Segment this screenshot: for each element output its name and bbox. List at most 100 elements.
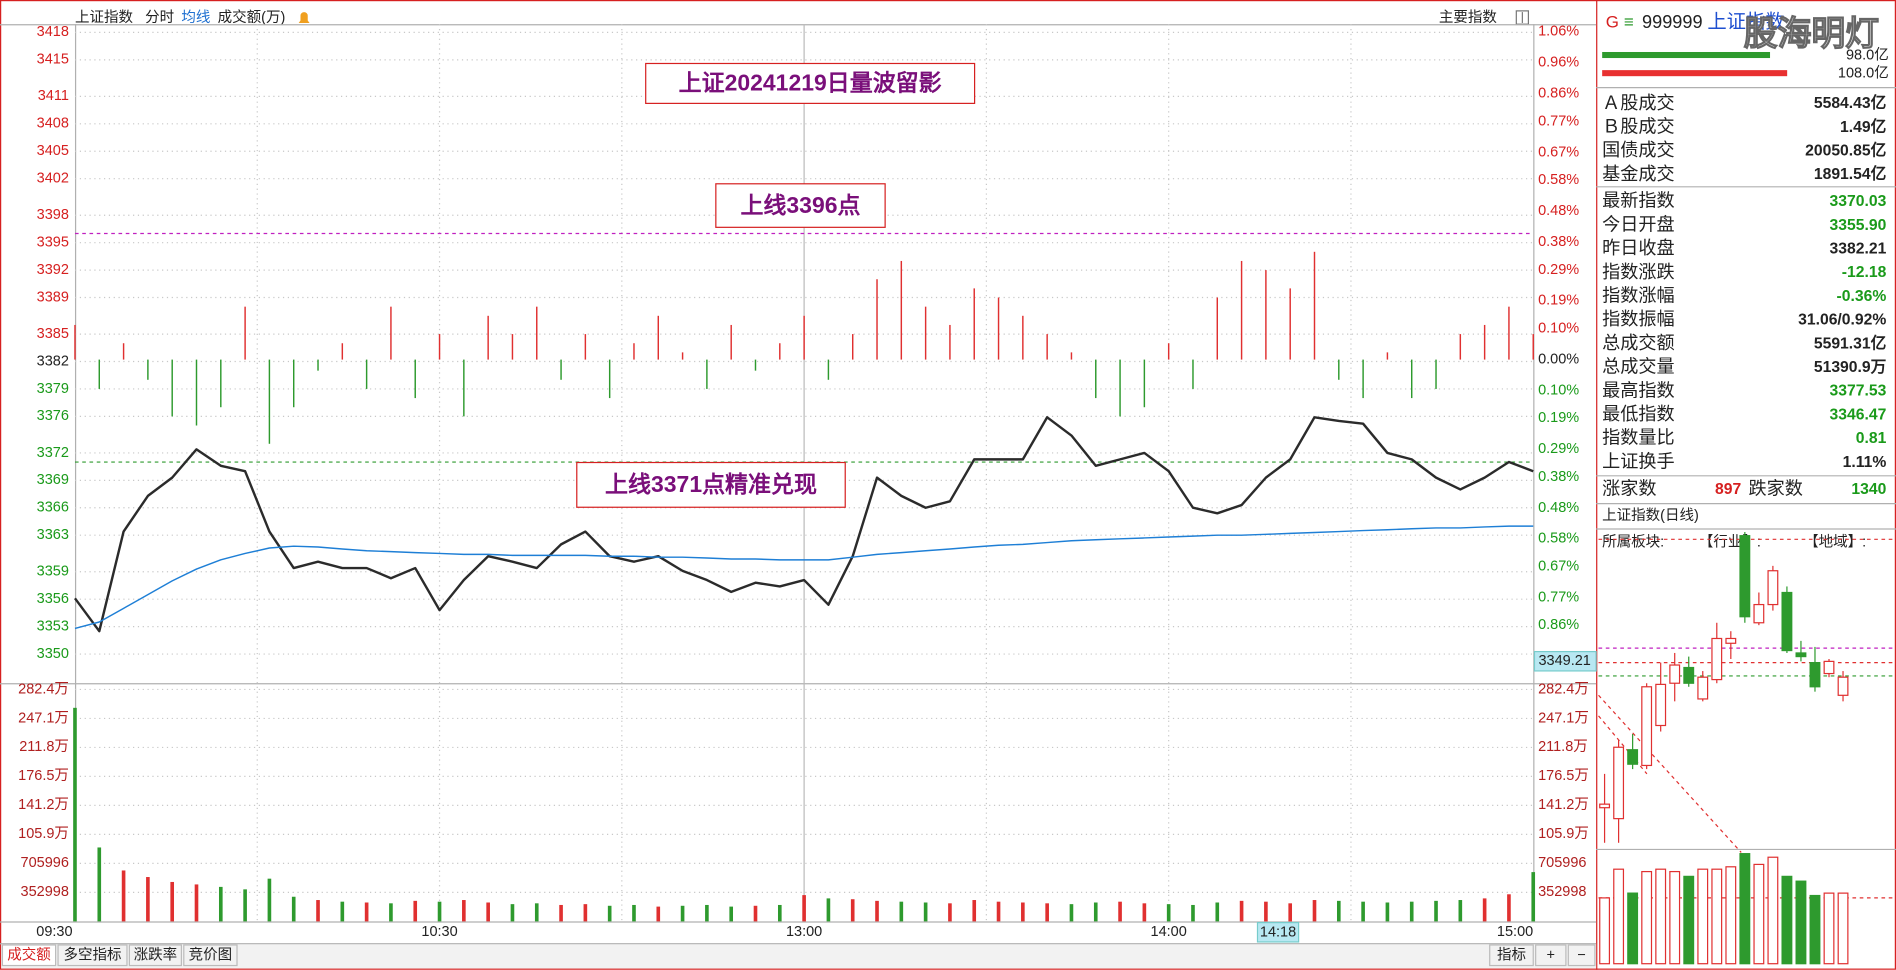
row-value: 3377.53 <box>1830 383 1887 400</box>
mini-volume-bar <box>1697 868 1709 965</box>
y-tick-label: 3411 <box>38 88 69 104</box>
mini-volume-bar <box>1795 880 1807 965</box>
mini-volume-bar <box>1725 866 1737 965</box>
cursor-y-box <box>1533 650 1597 672</box>
y2-tick-label: 0.38% <box>1538 234 1579 250</box>
footer-button[interactable] <box>1567 944 1596 967</box>
x-tick-label: 09:30 <box>36 924 72 940</box>
volume-bar <box>486 902 490 922</box>
footer-button-label[interactable]: 指标 <box>1497 947 1526 964</box>
volume-bar <box>1385 902 1390 922</box>
footer-tab-label[interactable]: 涨跌率 <box>134 947 178 964</box>
footer-tab-label[interactable]: 竞价图 <box>189 946 232 964</box>
candle-body <box>1823 660 1835 675</box>
row-label: Ｂ股成交 <box>1602 116 1675 136</box>
footer-tab-label[interactable]: 成交额 <box>7 946 51 964</box>
y2-tick-label: 0.10% <box>1538 382 1579 398</box>
volume-bar <box>364 902 369 922</box>
y2-tick-label: 0.19% <box>1538 293 1579 309</box>
y2-tick-label: 0.67% <box>1538 144 1579 160</box>
y2-tick-label: 1.06% <box>1538 24 1579 40</box>
sector-label: 所属板块: <box>1602 533 1664 551</box>
breadth-label: 跌家数 <box>1748 479 1802 499</box>
volume-bar <box>1434 900 1438 922</box>
side-mark: ≡ <box>1624 12 1634 31</box>
footer-tab[interactable] <box>183 944 238 967</box>
side-code: 999999 <box>1642 12 1702 32</box>
footer-button[interactable] <box>1535 944 1567 967</box>
y2-tick-label: 0.38% <box>1538 469 1579 485</box>
volume-bar <box>462 900 466 922</box>
y-tick-label: 105.9万 <box>1538 826 1589 842</box>
header-tab[interactable]: 成交额(万) <box>218 8 286 26</box>
volume-bar <box>437 901 442 922</box>
y-tick-label: 3398 <box>37 207 69 223</box>
footer-tab[interactable] <box>1 944 57 967</box>
footer-button-label[interactable]: − <box>1577 948 1585 964</box>
footer-tab-label[interactable]: 多空指标 <box>64 947 122 964</box>
footer-tab[interactable] <box>57 944 128 967</box>
y-tick-label: 247.1万 <box>18 710 69 726</box>
candle-body <box>1781 591 1793 652</box>
bell-icon[interactable] <box>298 12 310 23</box>
candle-body <box>1809 662 1821 688</box>
row-label: 总成交量 <box>1602 357 1675 377</box>
y-tick-label: 282.4万 <box>18 681 69 697</box>
header-right[interactable]: 主要指数 <box>1439 9 1497 26</box>
candle-body <box>1697 676 1709 700</box>
mini-volume-bar <box>1781 875 1793 965</box>
candle-body <box>1613 746 1625 820</box>
volume-bar <box>753 905 758 922</box>
volume-bar <box>680 905 685 922</box>
x-tick-label: 13:00 <box>786 924 822 940</box>
volume-bar <box>316 900 320 922</box>
volume-bar <box>996 901 1001 922</box>
footer-button[interactable] <box>1489 944 1534 967</box>
footer-tab[interactable] <box>128 944 182 967</box>
y-tick-label: 3389 <box>37 289 69 305</box>
row-label: 最新指数 <box>1602 191 1675 211</box>
candle-body <box>1767 570 1779 606</box>
candle-body <box>1837 676 1849 696</box>
y2-tick-label: 0.29% <box>1538 262 1579 278</box>
breadth-value: 1340 <box>1851 481 1886 498</box>
volume-bar <box>218 886 223 922</box>
volume-bar <box>1288 903 1293 922</box>
row-label: 指数涨幅 <box>1602 286 1675 306</box>
row-label: 今日开盘 <box>1602 214 1675 234</box>
row-label: 指数振幅 <box>1602 309 1675 329</box>
header-tab[interactable]: 均线 <box>181 9 210 26</box>
y-tick-label: 247.1万 <box>1538 710 1589 726</box>
breadth-label: 涨家数 <box>1602 479 1656 499</box>
volume-bar <box>1336 900 1341 922</box>
volume-bar <box>1118 901 1122 922</box>
y-tick-label: 3350 <box>37 646 69 662</box>
volume-bar <box>1021 902 1025 922</box>
volume-bar <box>1069 904 1074 922</box>
y-tick-label: 3382 <box>37 353 69 369</box>
row-label: 总成交额 <box>1602 333 1675 353</box>
footer-button-label[interactable]: + <box>1547 948 1555 964</box>
row-label: 上证换手 <box>1602 451 1675 471</box>
x-tick-label: 15:00 <box>1497 924 1533 940</box>
volume-bar <box>340 901 345 922</box>
y-tick-label: 211.8万 <box>1538 739 1588 755</box>
row-value: 3382.21 <box>1830 240 1887 257</box>
candle-body <box>1683 666 1695 684</box>
row-value: 1.11% <box>1843 454 1887 471</box>
annotation: 上线3396点 <box>740 192 860 218</box>
volume-bar <box>413 900 418 922</box>
y2-tick-label: 0.10% <box>1538 320 1579 336</box>
mini-volume-bar <box>1837 892 1849 965</box>
volume-bar <box>1507 894 1511 922</box>
volume-bar <box>948 903 952 922</box>
row-value: 20050.85亿 <box>1805 141 1886 160</box>
mini-volume-bar <box>1599 897 1611 965</box>
y2-tick-label: 0.86% <box>1538 86 1579 102</box>
volume-bar <box>923 902 928 922</box>
header-tab[interactable]: 分时 <box>145 9 174 26</box>
mini-volume-bar <box>1753 863 1765 965</box>
y2-tick-label: 0.67% <box>1538 558 1579 574</box>
annotation: 上证20241219日量波留影 <box>679 70 942 96</box>
